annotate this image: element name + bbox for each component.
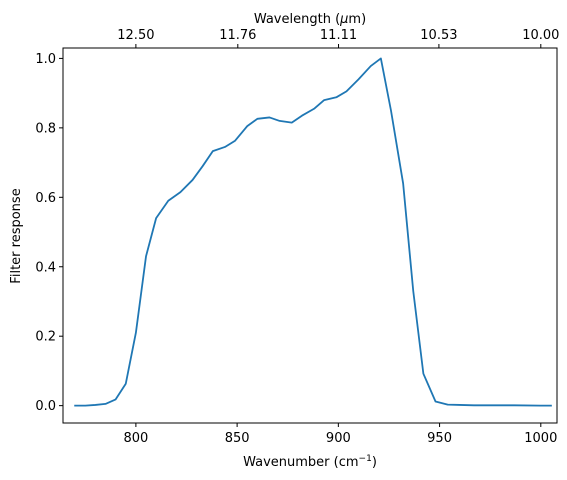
x-axis-ticks: 800 850 900 950 1000 bbox=[123, 423, 557, 446]
y-tick-label: 0.2 bbox=[35, 330, 56, 345]
top-axis-ticks: 12.50 11.76 11.11 10.53 10.00 bbox=[117, 28, 559, 48]
x-tick-label: 850 bbox=[225, 431, 250, 446]
top-axis-title-text: Wavelength ( bbox=[254, 12, 340, 27]
plot-frame bbox=[62, 47, 558, 424]
x-tick-label: 1000 bbox=[524, 431, 557, 446]
y-tick-label: 0.6 bbox=[35, 191, 56, 206]
x-axis-title-text: Wavenumber (cm bbox=[243, 455, 358, 470]
y-tick-label: 0.0 bbox=[35, 399, 56, 414]
top-axis-title: Wavelength (μm) bbox=[254, 12, 366, 27]
y-axis-ticks: 0.0 0.2 0.4 0.6 0.8 1.0 bbox=[35, 52, 63, 414]
top-tick-label: 10.53 bbox=[420, 28, 457, 43]
top-tick-label: 10.00 bbox=[522, 28, 559, 43]
x-axis-title: Wavenumber (cm−1) bbox=[243, 454, 377, 470]
y-tick-label: 1.0 bbox=[35, 52, 56, 67]
top-tick-label: 11.76 bbox=[219, 28, 256, 43]
top-tick-label: 11.11 bbox=[320, 28, 357, 43]
x-tick-label: 900 bbox=[326, 431, 351, 446]
y-axis-title: Filter response bbox=[9, 188, 24, 283]
top-tick-label: 12.50 bbox=[117, 28, 154, 43]
y-tick-label: 0.4 bbox=[35, 260, 56, 275]
x-axis-title-suffix: ) bbox=[372, 455, 377, 470]
x-tick-label: 950 bbox=[427, 431, 452, 446]
top-axis-title-suffix: m) bbox=[348, 12, 366, 27]
top-axis-title-mu: μ bbox=[339, 12, 348, 27]
filter-response-line bbox=[74, 57, 552, 407]
y-tick-label: 0.8 bbox=[35, 121, 56, 136]
plot-area-background bbox=[63, 48, 557, 423]
x-axis-title-superscript: −1 bbox=[359, 454, 372, 464]
x-tick-label: 800 bbox=[123, 431, 148, 446]
